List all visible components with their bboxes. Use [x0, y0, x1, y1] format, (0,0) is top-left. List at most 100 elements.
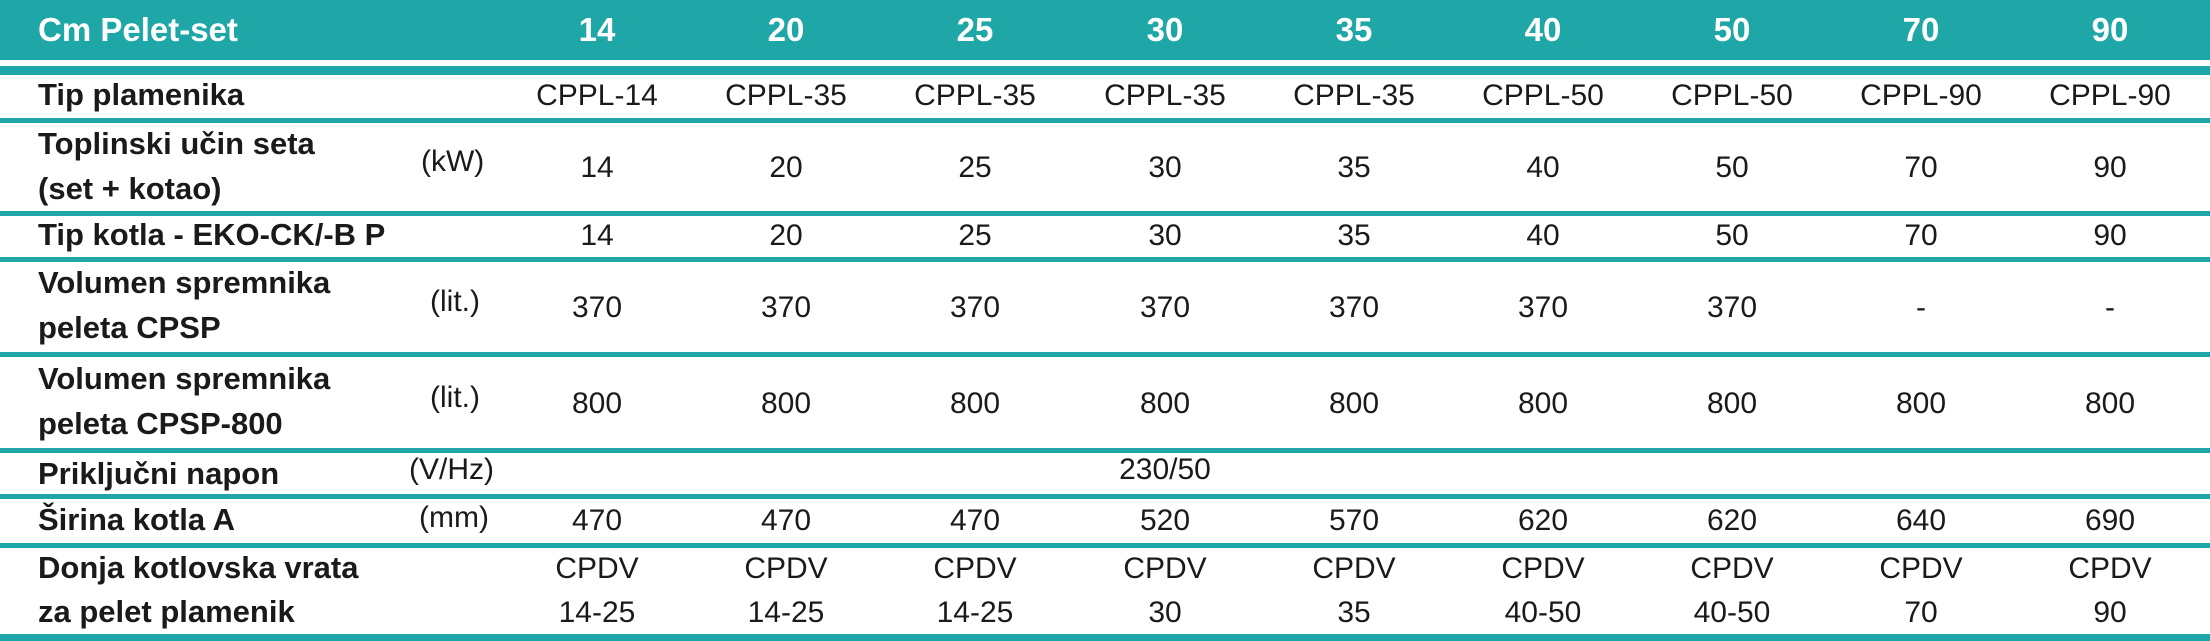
table-row: Priključni napon (V/Hz) 230/50 — [0, 453, 2210, 494]
cell-value: CPPL-35 — [914, 79, 1036, 112]
row-label: Donja kotlovska vrata — [38, 550, 359, 585]
table-row: Volumen spremnika peleta CPSP-800 (lit.)… — [0, 357, 2210, 448]
cell-value: 620 — [1706, 504, 1758, 537]
row-unit: (lit.) — [430, 285, 480, 318]
cell-value: 14-25 — [558, 596, 636, 629]
table-row: Volumen spremnika peleta CPSP (lit.) 370… — [0, 262, 2210, 352]
cell-value: 25 — [958, 219, 992, 252]
cell-value: 14-25 — [747, 596, 825, 629]
cell-value: 90 — [2093, 219, 2127, 252]
cell-value: 20 — [769, 151, 803, 184]
row-unit: (mm) — [419, 501, 489, 534]
cell-value: CPDV — [2068, 552, 2152, 585]
table-row: Toplinski učin seta (set + kotao) (kW) 1… — [0, 123, 2210, 211]
cell-value: 800 — [1706, 387, 1758, 420]
cell-value: CPDV — [744, 552, 828, 585]
header-col-14: 14 — [578, 11, 616, 48]
row-unit: (kW) — [421, 145, 485, 178]
cell-value: CPDV — [555, 552, 639, 585]
cell-value: 800 — [1139, 387, 1191, 420]
row-label: (set + kotao) — [38, 171, 222, 206]
cell-value: - — [1916, 291, 1926, 324]
cell-value: - — [2105, 291, 2115, 324]
cell-value-spanning: 230/50 — [1119, 453, 1211, 486]
cell-value: 70 — [1904, 219, 1938, 252]
cell-value: 50 — [1715, 151, 1749, 184]
cell-value: 470 — [949, 504, 1001, 537]
table-bottom-rule — [0, 634, 2210, 641]
cell-value: 370 — [571, 291, 623, 324]
cell-value: CPPL-35 — [1293, 79, 1415, 112]
cell-value: 620 — [1517, 504, 1569, 537]
row-divider — [0, 118, 2210, 123]
row-label: Toplinski učin seta — [38, 126, 315, 161]
cell-value: CPDV — [1123, 552, 1207, 585]
row-label: peleta CPSP — [38, 310, 221, 345]
row-divider — [0, 352, 2210, 357]
cell-value: CPPL-50 — [1482, 79, 1604, 112]
cell-value: CPDV — [1312, 552, 1396, 585]
cell-value: 370 — [949, 291, 1001, 324]
row-divider — [0, 211, 2210, 216]
row-unit: (lit.) — [430, 381, 480, 414]
cell-value: 470 — [571, 504, 623, 537]
cell-value: 14 — [580, 219, 614, 252]
cell-value: 800 — [1895, 387, 1947, 420]
cell-value: 35 — [1337, 596, 1371, 629]
cell-value: 640 — [1895, 504, 1947, 537]
cell-value: 370 — [1706, 291, 1758, 324]
cell-value: 370 — [1517, 291, 1569, 324]
header-col-25: 25 — [956, 11, 994, 48]
cell-value: 370 — [1139, 291, 1191, 324]
cell-value: CPPL-50 — [1671, 79, 1793, 112]
cell-value: 70 — [1904, 596, 1938, 629]
cell-value: 570 — [1328, 504, 1380, 537]
cell-value: 50 — [1715, 219, 1749, 252]
row-unit: (V/Hz) — [409, 453, 494, 486]
cell-value: CPDV — [1879, 552, 1963, 585]
cell-value: 800 — [949, 387, 1001, 420]
cell-value: 800 — [571, 387, 623, 420]
cell-value: 40-50 — [1504, 596, 1582, 629]
cell-value: 40-50 — [1693, 596, 1771, 629]
header-col-90: 90 — [2091, 11, 2129, 48]
cell-value: 470 — [760, 504, 812, 537]
cell-value: CPPL-90 — [1860, 79, 1982, 112]
cell-value: 70 — [1904, 151, 1938, 184]
row-label: Priključni napon — [38, 456, 280, 491]
cell-value: 800 — [1517, 387, 1569, 420]
cell-value: 30 — [1148, 596, 1182, 629]
header-underline — [0, 66, 2210, 75]
table-row: Donja kotlovska vrata za pelet plamenik … — [0, 548, 2210, 634]
header-col-30: 30 — [1146, 11, 1184, 48]
table-header: Cm Pelet-set 14 20 25 30 35 40 50 70 90 — [0, 0, 2210, 60]
row-label: Tip plamenika — [38, 77, 245, 112]
cell-value: 25 — [958, 151, 992, 184]
row-label: peleta CPSP-800 — [38, 406, 283, 441]
cell-value: CPPL-35 — [725, 79, 847, 112]
cell-value: 35 — [1337, 151, 1371, 184]
header-col-70: 70 — [1902, 11, 1940, 48]
cell-value: 90 — [2093, 596, 2127, 629]
cell-value: 30 — [1148, 219, 1182, 252]
cell-value: 14-25 — [936, 596, 1014, 629]
header-col-20: 20 — [767, 11, 805, 48]
table-row: Tip plamenika CPPL-14 CPPL-35 CPPL-35 CP… — [0, 75, 2210, 118]
cell-value: 14 — [580, 151, 614, 184]
row-divider — [0, 448, 2210, 453]
cell-value: CPDV — [933, 552, 1017, 585]
header-title: Cm Pelet-set — [38, 11, 238, 48]
header-col-40: 40 — [1524, 11, 1562, 48]
cell-value: 90 — [2093, 151, 2127, 184]
cell-value: 370 — [760, 291, 812, 324]
cell-value: 20 — [769, 219, 803, 252]
row-divider — [0, 543, 2210, 548]
cell-value: 30 — [1148, 151, 1182, 184]
cell-value: 40 — [1526, 219, 1560, 252]
row-divider — [0, 257, 2210, 262]
cell-value: 690 — [2084, 504, 2136, 537]
header-col-50: 50 — [1713, 11, 1751, 48]
cell-value: 520 — [1139, 504, 1191, 537]
table-row: Širina kotla A (mm) 470 470 470 520 570 … — [0, 499, 2210, 543]
